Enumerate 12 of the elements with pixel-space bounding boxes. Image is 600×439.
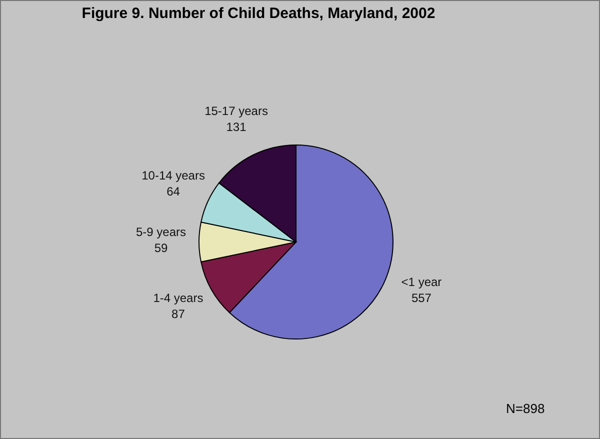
data-label: 87 — [172, 306, 186, 321]
chart-title: Figure 9. Number of Child Deaths, Maryland, 2002 — [80, 5, 436, 22]
slice-label: 15-17 years — [204, 104, 268, 118]
data-label: 64 — [166, 184, 180, 199]
data-label: 131 — [226, 120, 247, 134]
slice-label: 1-4 years — [153, 290, 204, 305]
slice-label: 10-14 years — [142, 168, 205, 183]
data-label: 59 — [154, 241, 168, 255]
slice-label: 5-9 years — [136, 225, 186, 239]
text: N=898 — [506, 401, 545, 416]
data-label: 557 — [411, 290, 432, 305]
slice-label: <1 year — [401, 274, 442, 289]
